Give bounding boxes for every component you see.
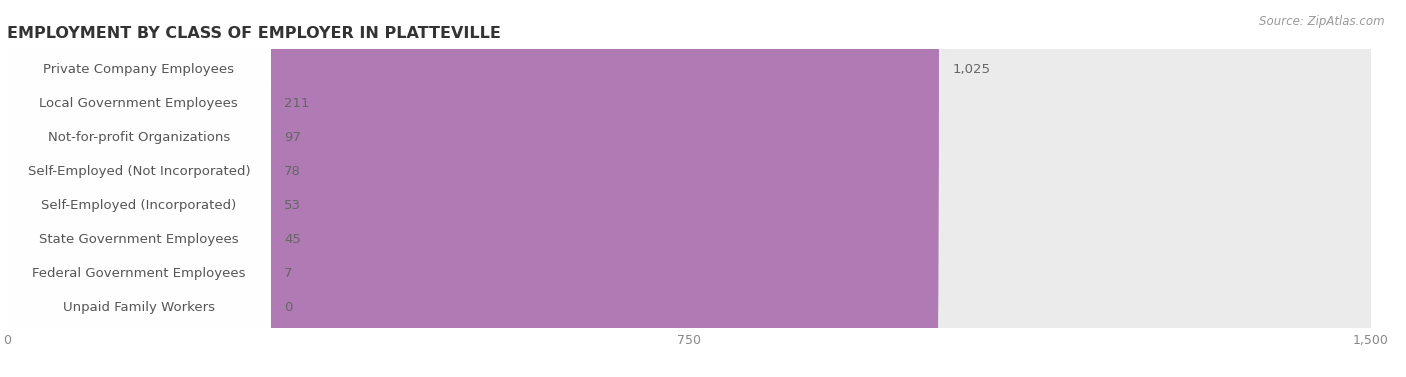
Text: Private Company Employees: Private Company Employees	[44, 63, 235, 76]
FancyBboxPatch shape	[7, 0, 1371, 377]
Text: Source: ZipAtlas.com: Source: ZipAtlas.com	[1260, 15, 1385, 28]
FancyBboxPatch shape	[7, 0, 1371, 377]
FancyBboxPatch shape	[7, 0, 77, 377]
Text: EMPLOYMENT BY CLASS OF EMPLOYER IN PLATTEVILLE: EMPLOYMENT BY CLASS OF EMPLOYER IN PLATT…	[7, 26, 501, 41]
FancyBboxPatch shape	[7, 0, 271, 377]
Text: State Government Employees: State Government Employees	[39, 233, 239, 246]
Text: 45: 45	[284, 233, 301, 246]
FancyBboxPatch shape	[7, 0, 96, 377]
Text: 0: 0	[284, 301, 292, 314]
FancyBboxPatch shape	[7, 0, 55, 377]
FancyBboxPatch shape	[7, 0, 271, 377]
FancyBboxPatch shape	[7, 0, 271, 377]
Text: Federal Government Employees: Federal Government Employees	[32, 267, 246, 280]
FancyBboxPatch shape	[7, 0, 48, 377]
Text: Self-Employed (Incorporated): Self-Employed (Incorporated)	[41, 199, 236, 212]
Text: Local Government Employees: Local Government Employees	[39, 97, 238, 110]
Text: 1,025: 1,025	[953, 63, 991, 76]
Text: Unpaid Family Workers: Unpaid Family Workers	[63, 301, 215, 314]
FancyBboxPatch shape	[7, 0, 198, 377]
FancyBboxPatch shape	[7, 0, 1371, 377]
Text: 53: 53	[284, 199, 301, 212]
FancyBboxPatch shape	[7, 0, 939, 377]
Text: 7: 7	[284, 267, 292, 280]
Text: 97: 97	[284, 131, 301, 144]
Text: 211: 211	[284, 97, 309, 110]
FancyBboxPatch shape	[7, 143, 14, 377]
FancyBboxPatch shape	[7, 0, 1371, 377]
FancyBboxPatch shape	[7, 0, 1371, 377]
FancyBboxPatch shape	[7, 0, 1371, 377]
FancyBboxPatch shape	[7, 0, 271, 377]
FancyBboxPatch shape	[7, 0, 271, 377]
FancyBboxPatch shape	[7, 0, 271, 377]
Text: 78: 78	[284, 165, 301, 178]
FancyBboxPatch shape	[7, 0, 271, 377]
Text: Self-Employed (Not Incorporated): Self-Employed (Not Incorporated)	[28, 165, 250, 178]
Text: Not-for-profit Organizations: Not-for-profit Organizations	[48, 131, 231, 144]
FancyBboxPatch shape	[7, 0, 1371, 377]
FancyBboxPatch shape	[7, 0, 271, 377]
FancyBboxPatch shape	[7, 0, 1371, 377]
